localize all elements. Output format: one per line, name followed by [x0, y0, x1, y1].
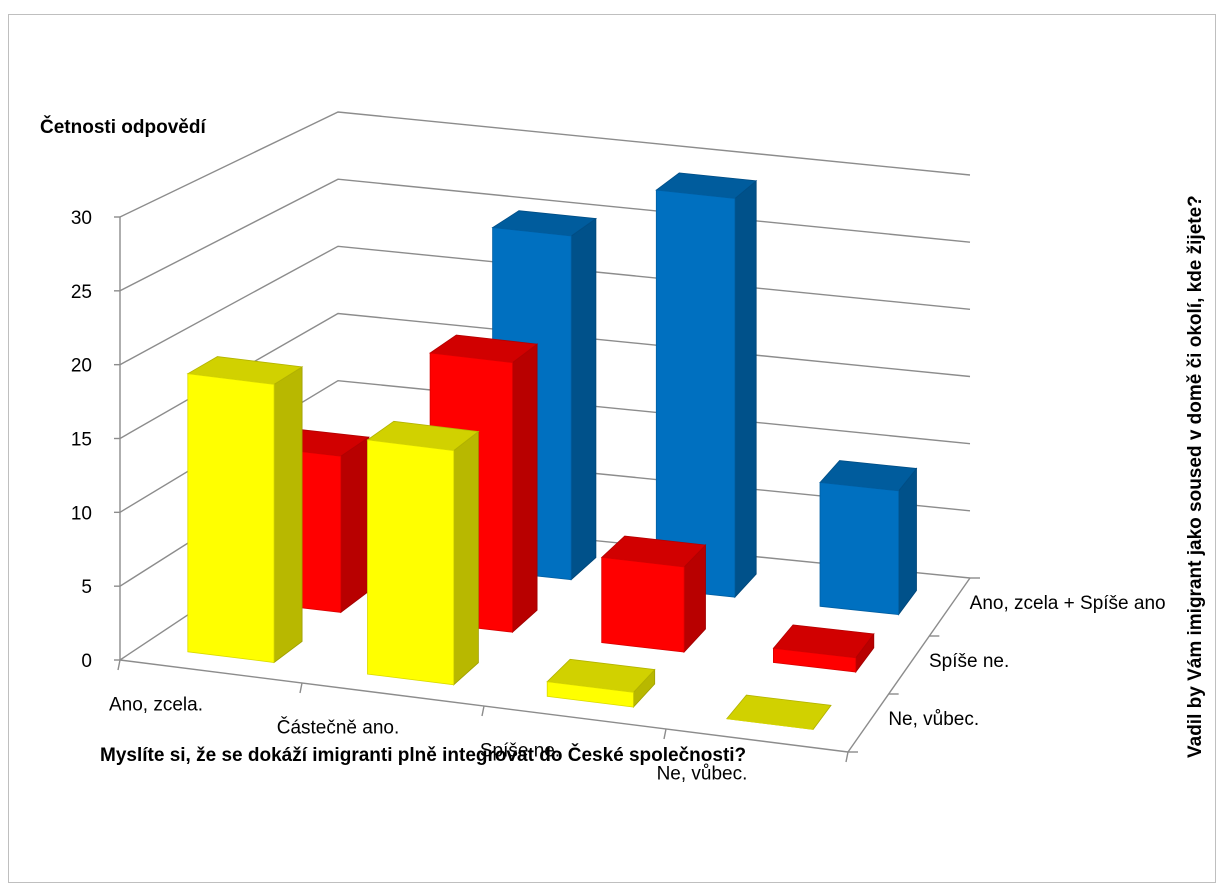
x-tick-label: Spíše ne.	[480, 741, 560, 762]
y-tick-label: 10	[71, 503, 92, 524]
bar-2-3	[600, 535, 707, 654]
bar-1-4	[726, 694, 832, 730]
y-axis-title: Četnosti odpovědí	[40, 116, 206, 138]
bar-1-3	[546, 658, 656, 709]
x-tick	[481, 705, 485, 717]
z-tick-label: Spíše ne.	[929, 651, 1009, 672]
y-tick-label: 5	[81, 577, 92, 598]
axis-labels: 0 5 10 15 20 25 30 Ano, zcela. Částečně ano. Spíš…	[71, 208, 1166, 785]
bars	[186, 172, 918, 730]
gridline	[119, 178, 971, 292]
bar-2-4	[772, 624, 875, 674]
x-tick-label: Ano, zcela.	[109, 695, 203, 716]
x-tick-label: Ne, vůbec.	[657, 764, 748, 785]
bar-3-3	[655, 172, 758, 599]
bar-3-4	[819, 460, 918, 616]
y-tick-label: 15	[71, 430, 92, 451]
bar-1-2	[366, 420, 480, 686]
x-tick	[663, 728, 667, 740]
x-tick	[117, 659, 121, 671]
z-tick-label: Ne, vůbec.	[888, 709, 979, 730]
y-tick-label: 30	[71, 208, 92, 229]
x-tick	[845, 751, 849, 763]
z-axis-title: Vadil by Vám imigrant jako soused v domě…	[1185, 195, 1206, 758]
x-tick-label: Částečně ano.	[277, 717, 400, 739]
x-axis-title: Myslíte si, že se dokáží imigranti plně …	[100, 744, 746, 766]
bar-1-1	[186, 356, 304, 664]
floor-axes	[117, 577, 980, 763]
gridline	[119, 245, 971, 366]
z-axis-line	[847, 577, 971, 753]
y-tick-label: 25	[71, 282, 92, 303]
y-tick-label: 20	[71, 356, 92, 377]
gridline	[119, 111, 971, 218]
x-tick	[299, 682, 303, 694]
y-tick-label: 0	[81, 651, 92, 672]
z-tick-label: Ano, zcela + Spíše ano	[970, 593, 1166, 614]
